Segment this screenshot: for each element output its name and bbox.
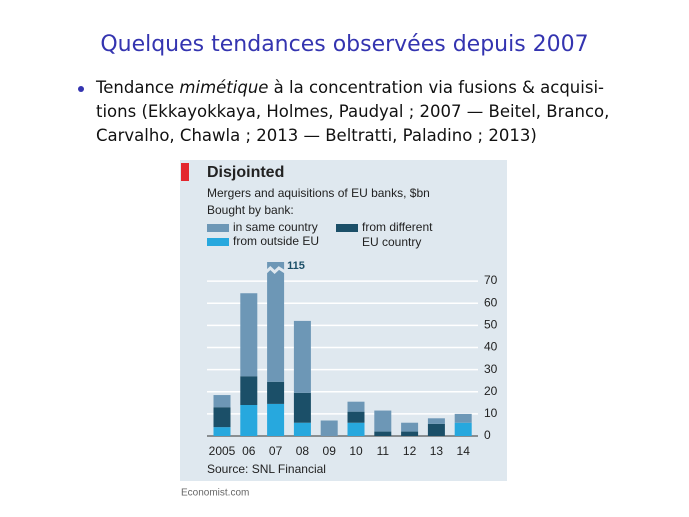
- legend-label-box: from different EU country: [362, 220, 433, 249]
- bar-segment: [401, 431, 419, 436]
- y-tick-label: 30: [484, 362, 498, 376]
- bar-segment: [427, 423, 445, 436]
- bar-segment: [347, 401, 365, 412]
- bullet-dot: [78, 86, 84, 92]
- axis-break: [265, 265, 286, 275]
- bar-segment: [293, 422, 311, 436]
- chart-background: [180, 160, 507, 481]
- x-tick-label: 13: [430, 444, 444, 458]
- bullet-text: tions (Ekkayokkaya, Holmes, Paudyal ; 20…: [96, 102, 610, 121]
- bar-segment: [347, 411, 365, 423]
- y-tick-label: 10: [484, 406, 498, 420]
- bar-segment: [240, 293, 258, 377]
- bullet: Tendance mimétique à la concentration vi…: [78, 76, 609, 148]
- bar-segment: [427, 418, 445, 424]
- bar-segment: [454, 413, 472, 423]
- annotation: 115: [287, 260, 305, 272]
- bar-segment: [293, 392, 311, 423]
- bar-segment: [267, 381, 285, 404]
- bullet-text: Carvalho, Chawla ; 2013 — Beltratti, Pal…: [96, 126, 537, 145]
- chart-subtitle: Mergers and aquisitions of EU banks, $bn: [207, 186, 430, 200]
- x-tick-label: 09: [323, 444, 337, 458]
- x-tick-label: 06: [242, 444, 256, 458]
- bullet-text: Tendance: [96, 78, 180, 97]
- legend-label: in same country: [233, 220, 318, 234]
- legend-swatch: [336, 224, 358, 232]
- bar-segment: [347, 422, 365, 436]
- bullet-line: tions (Ekkayokkaya, Holmes, Paudyal ; 20…: [96, 100, 609, 124]
- bar-segment: [401, 422, 419, 432]
- credit: Economist.com: [181, 488, 249, 499]
- slide-title: Quelques tendances observées depuis 2007: [100, 32, 589, 57]
- bar-segment: [454, 422, 472, 436]
- x-tick-label: 2005: [209, 444, 236, 458]
- x-tick-label: 08: [296, 444, 310, 458]
- bullet-text: à la concentration via fusions & acquisi…: [268, 78, 604, 97]
- bar-segment: [213, 427, 231, 436]
- x-tick-label: 10: [349, 444, 363, 458]
- bar-segment: [267, 262, 285, 382]
- bar-segment: [374, 410, 392, 432]
- y-tick-label: 20: [484, 384, 498, 398]
- y-tick-label: 0: [484, 428, 491, 442]
- bar-segment: [213, 395, 231, 408]
- red-tag: [181, 163, 189, 181]
- legend-swatch: [207, 224, 229, 232]
- legend-label: from outside EU: [233, 234, 319, 248]
- bullet-text: mimétique: [179, 78, 269, 97]
- legend-label: from different EU country: [362, 220, 433, 249]
- x-tick-label: 07: [269, 444, 283, 458]
- bar-segment: [293, 320, 311, 393]
- bullet-line: Carvalho, Chawla ; 2013 — Beltratti, Pal…: [96, 124, 609, 148]
- x-tick-label: 11: [377, 444, 390, 458]
- x-tick-label: 14: [457, 444, 471, 458]
- chart-title: Disjointed: [207, 164, 284, 181]
- legend-swatch: [207, 238, 229, 246]
- bar-segment: [320, 420, 338, 436]
- x-tick-label: 12: [403, 444, 417, 458]
- y-tick-label: 50: [484, 318, 498, 332]
- bar-segment: [213, 407, 231, 428]
- bullet-line: Tendance mimétique à la concentration vi…: [96, 76, 609, 100]
- y-tick-label: 60: [484, 295, 498, 309]
- bar-segment: [267, 403, 285, 436]
- y-tick-label: 70: [484, 273, 498, 287]
- source: Source: SNL Financial: [207, 462, 326, 476]
- bar-segment: [240, 376, 258, 406]
- y-tick-label: 40: [484, 340, 498, 354]
- bar-segment: [240, 405, 258, 436]
- legend-title: Bought by bank:: [207, 203, 294, 217]
- bar-segment: [374, 431, 392, 436]
